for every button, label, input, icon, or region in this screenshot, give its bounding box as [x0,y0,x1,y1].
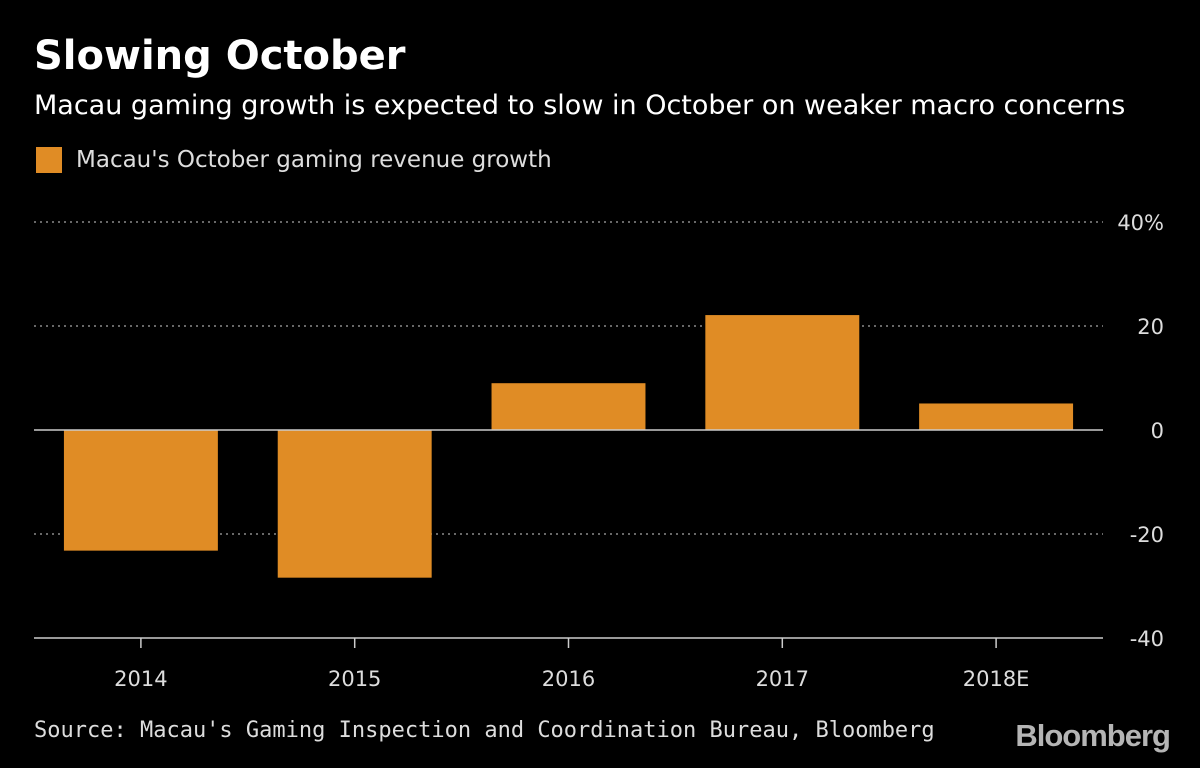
legend: Macau's October gaming revenue growth [36,145,552,175]
bar-2014 [63,430,218,551]
y-tick-label: -20 [1130,523,1164,547]
bar-2018E [919,403,1074,430]
chart-title: Slowing October [34,33,406,79]
legend-swatch [36,147,62,173]
y-tick-label: 40% [1117,211,1164,235]
bloomberg-logo: Bloomberg [1015,718,1171,753]
y-tick-label: -40 [1130,627,1164,651]
bar-2016 [491,383,646,430]
y-tick-label: 20 [1137,315,1164,339]
x-tick-label: 2016 [542,667,595,691]
bar-2015 [277,430,432,578]
x-tick-label: 2017 [756,667,809,691]
y-tick-label: 0 [1151,419,1164,443]
bar-2017 [705,315,860,430]
source-note: Source: Macau's Gaming Inspection and Co… [34,718,935,743]
x-tick-label: 2018E [963,667,1030,691]
x-tick-label: 2015 [328,667,381,691]
x-tick-label: 2014 [114,667,167,691]
legend-label: Macau's October gaming revenue growth [76,147,552,173]
chart-subtitle: Macau gaming growth is expected to slow … [34,90,1126,121]
